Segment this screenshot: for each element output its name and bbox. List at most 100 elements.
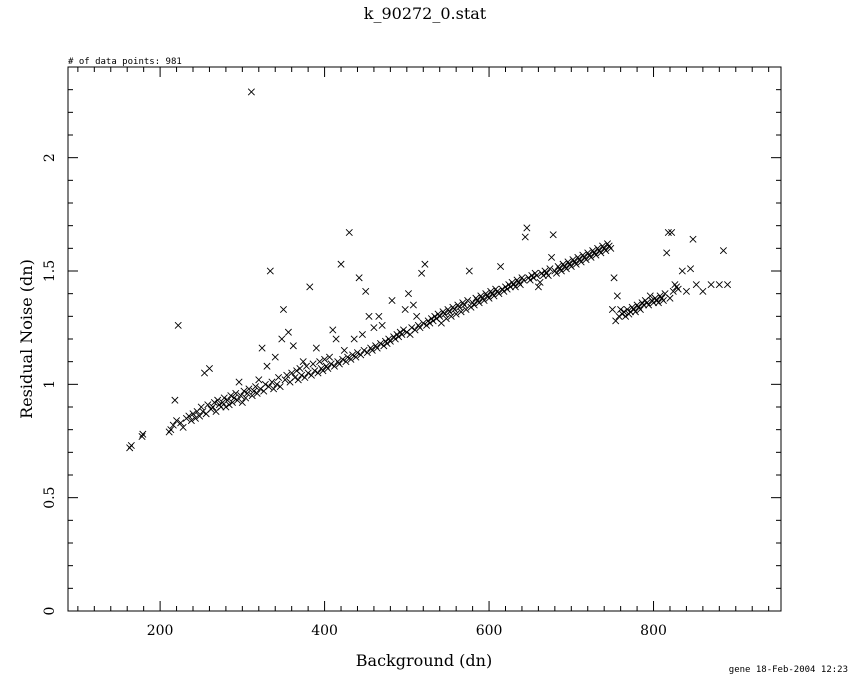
data-point	[546, 265, 554, 273]
data-point	[707, 281, 715, 289]
data-point	[669, 287, 677, 295]
data-point	[312, 344, 320, 352]
data-point	[273, 380, 281, 388]
data-point	[278, 335, 286, 343]
data-point	[375, 312, 383, 320]
data-point	[724, 281, 732, 289]
data-point	[296, 364, 304, 372]
data-point	[678, 267, 686, 275]
data-point	[386, 337, 394, 345]
data-point	[650, 299, 658, 307]
data-point	[210, 398, 218, 406]
data-point	[350, 335, 358, 343]
data-point	[567, 262, 575, 270]
data-point	[465, 267, 473, 275]
data-point	[699, 287, 707, 295]
data-point	[715, 281, 723, 289]
data-point	[610, 274, 618, 282]
data-point	[613, 292, 621, 300]
data-point	[197, 403, 205, 411]
data-point	[682, 287, 690, 295]
data-point	[378, 321, 386, 329]
data-point	[220, 394, 228, 402]
data-point	[270, 385, 278, 393]
y-tick-label: 0.5	[42, 487, 58, 509]
data-point	[340, 346, 348, 354]
data-point	[383, 340, 391, 348]
data-point	[480, 296, 488, 304]
data-point	[279, 306, 287, 314]
data-point	[380, 342, 388, 350]
data-point	[370, 324, 378, 332]
data-point	[325, 353, 334, 361]
data-point	[309, 360, 317, 368]
data-point	[411, 326, 419, 334]
data-point	[423, 321, 431, 329]
data-point	[360, 346, 368, 354]
data-point	[281, 376, 289, 384]
data-point	[185, 412, 193, 420]
data-point	[167, 426, 175, 434]
data-point	[243, 389, 251, 397]
data-point	[327, 360, 335, 368]
data-point	[562, 265, 570, 273]
data-point	[139, 430, 147, 438]
data-point	[464, 296, 472, 304]
data-point	[587, 253, 595, 261]
data-point	[450, 306, 459, 314]
data-point	[467, 303, 475, 311]
data-point	[240, 387, 248, 395]
data-point	[429, 317, 437, 325]
data-point	[263, 362, 271, 370]
data-point	[654, 299, 662, 307]
data-point	[339, 355, 347, 363]
data-point	[455, 303, 463, 311]
data-point	[298, 371, 306, 379]
x-axis-label: Background (dn)	[356, 651, 492, 670]
data-point	[177, 419, 185, 427]
data-point	[612, 317, 620, 325]
data-point	[457, 308, 465, 316]
data-point	[268, 378, 276, 386]
data-point	[418, 269, 426, 277]
footer-timestamp: gene 18-Feb-2004 12:23	[729, 665, 848, 675]
data-point	[224, 396, 232, 404]
data-point	[357, 351, 365, 359]
data-point	[401, 306, 409, 314]
data-point	[503, 285, 511, 293]
data-point	[506, 283, 514, 291]
data-point	[447, 312, 455, 320]
data-point	[552, 269, 561, 277]
data-point	[689, 235, 697, 243]
y-tick-labels: 0 0.5 1 1.5 2	[42, 153, 58, 615]
data-point	[228, 398, 236, 406]
chart-title: k_90272_0.stat	[364, 4, 487, 23]
data-point	[250, 387, 258, 395]
data-point	[345, 228, 353, 236]
data-point	[335, 360, 343, 368]
x-tick-label: 600	[476, 623, 503, 639]
data-point	[416, 324, 424, 332]
y-tick-label: 2	[42, 153, 58, 162]
data-point	[169, 421, 177, 429]
data-point	[307, 371, 315, 379]
data-point	[275, 374, 283, 382]
data-point	[536, 278, 544, 286]
data-point	[388, 296, 396, 304]
data-point	[470, 301, 478, 309]
data-point	[271, 353, 279, 361]
data-point	[205, 364, 213, 372]
data-point	[276, 383, 284, 391]
data-point	[674, 285, 682, 293]
data-point	[284, 328, 292, 336]
x-tick-labels: 200 400 600 800	[147, 623, 667, 639]
data-point	[533, 272, 541, 280]
axis-ticks	[68, 67, 781, 612]
data-point	[413, 312, 421, 320]
data-point	[577, 258, 585, 266]
data-point	[495, 290, 503, 298]
data-point	[526, 276, 534, 284]
data-point	[646, 292, 654, 300]
data-point	[485, 294, 493, 302]
data-point	[523, 224, 531, 232]
